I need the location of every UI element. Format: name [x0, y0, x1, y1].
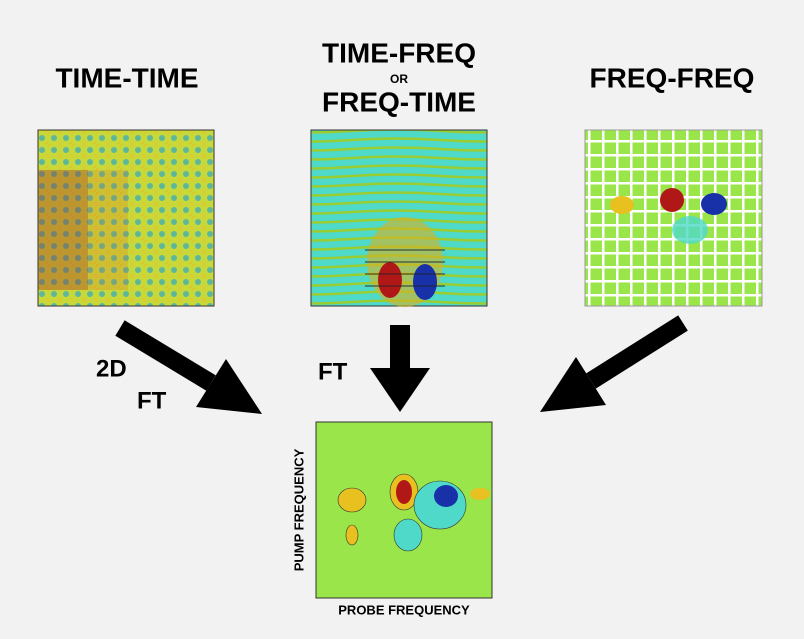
arrow-label: FT	[137, 387, 167, 414]
arrow-label: FT	[318, 358, 348, 385]
result-plot	[315, 421, 493, 599]
freq-freq-plot	[584, 129, 763, 307]
panel-title: FREQ-TIME	[322, 86, 476, 117]
panel-title: TIME-TIME	[55, 62, 198, 93]
time-time-plot	[37, 129, 215, 307]
panel-title: TIME-FREQ	[322, 37, 476, 68]
y-axis-label: PUMP FREQUENCY	[291, 448, 306, 571]
arrow-label: 2D	[96, 355, 127, 382]
time-freq-plot	[310, 129, 488, 307]
panel-title: FREQ-FREQ	[590, 62, 755, 93]
x-axis-label: PROBE FREQUENCY	[338, 602, 470, 617]
panel-connector: OR	[390, 72, 408, 86]
arrows	[115, 315, 688, 414]
